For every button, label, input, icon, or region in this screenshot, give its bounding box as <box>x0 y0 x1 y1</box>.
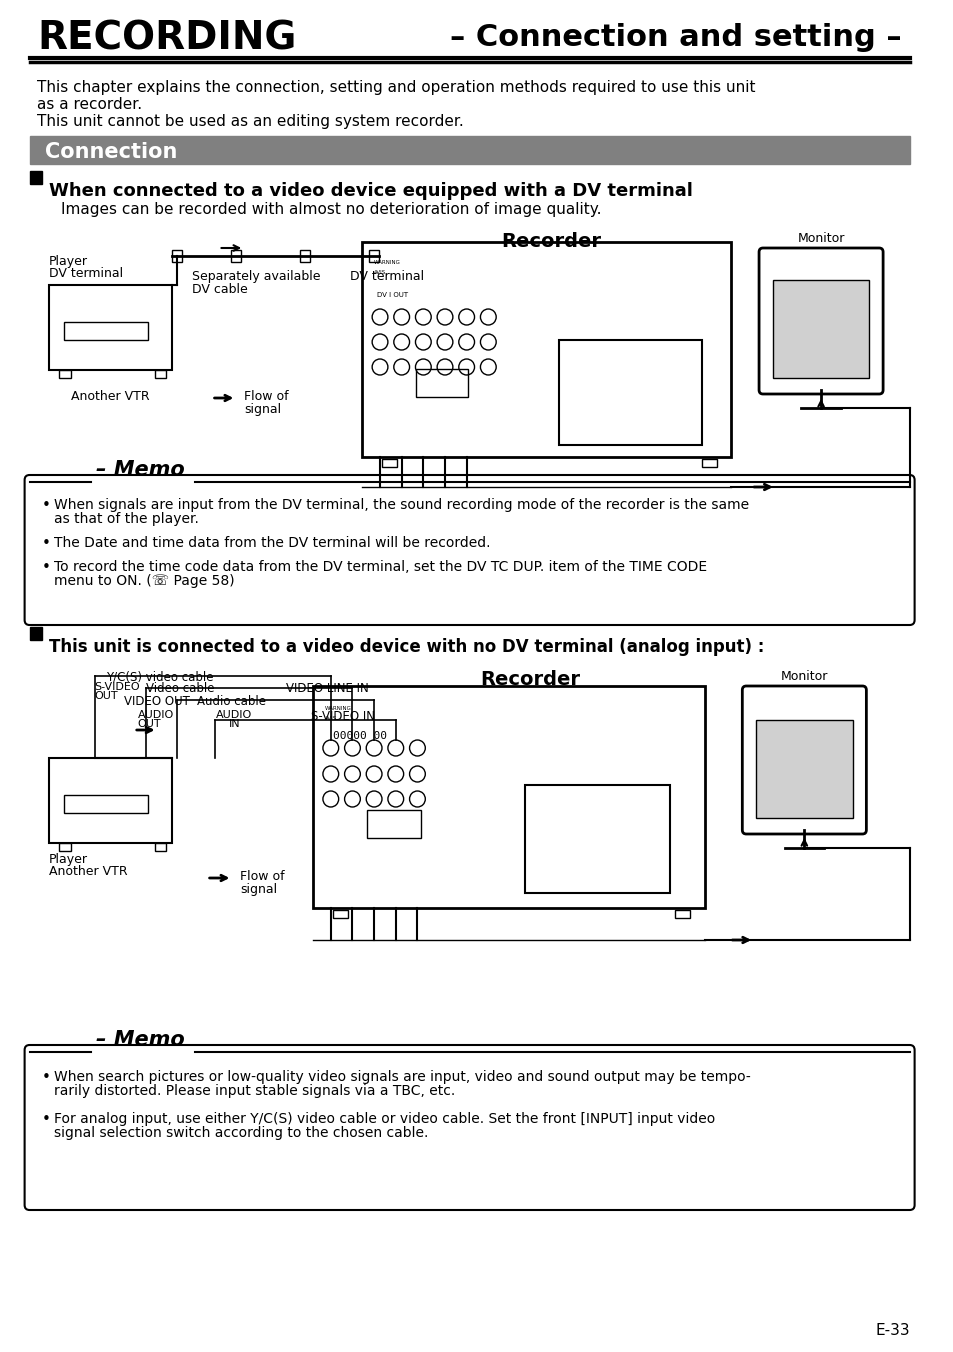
Text: DV I OUT: DV I OUT <box>376 292 408 297</box>
Bar <box>558 339 701 445</box>
Text: To record the time code data from the DV terminal, set the DV TC DUP. item of th: To record the time code data from the DV… <box>54 560 706 575</box>
Bar <box>416 369 467 397</box>
Text: Connection: Connection <box>45 142 177 162</box>
Text: This unit cannot be used as an editing system recorder.: This unit cannot be used as an editing s… <box>37 114 464 128</box>
Text: •: • <box>41 560 51 575</box>
Text: •: • <box>41 1069 51 1086</box>
Bar <box>675 910 689 918</box>
Text: When search pictures or low-quality video signals are input, video and sound out: When search pictures or low-quality vide… <box>54 1069 750 1084</box>
Text: Y/C(S) video cable: Y/C(S) video cable <box>106 671 213 683</box>
Text: Recorder: Recorder <box>501 233 600 251</box>
Text: Player: Player <box>50 256 88 268</box>
Text: signal: signal <box>244 403 281 416</box>
Text: Monitor: Monitor <box>797 233 844 245</box>
Text: Flow of: Flow of <box>240 869 285 883</box>
Text: When connected to a video device equipped with a DV terminal: When connected to a video device equippe… <box>50 183 693 200</box>
Text: Audio cable: Audio cable <box>196 695 266 708</box>
Bar <box>300 250 310 262</box>
Text: •: • <box>41 498 51 512</box>
Bar <box>701 458 716 466</box>
Text: Another VTR: Another VTR <box>50 865 128 877</box>
Text: DV terminal: DV terminal <box>50 266 123 280</box>
Bar <box>367 810 421 838</box>
Text: E-33: E-33 <box>874 1324 909 1338</box>
Text: AVIS: AVIS <box>374 270 386 274</box>
Text: AVIS: AVIS <box>325 717 336 721</box>
Bar <box>154 844 166 850</box>
Text: DV terminal: DV terminal <box>349 270 423 283</box>
Text: Monitor: Monitor <box>780 671 827 683</box>
Bar <box>772 280 868 379</box>
Bar <box>369 250 378 262</box>
Text: The Date and time data from the DV terminal will be recorded.: The Date and time data from the DV termi… <box>54 535 490 550</box>
Text: WARNING: WARNING <box>325 706 352 711</box>
Bar <box>333 910 347 918</box>
Text: AUDIO: AUDIO <box>137 710 173 721</box>
Bar <box>381 458 396 466</box>
Text: VIDEO OUT: VIDEO OUT <box>124 695 190 708</box>
Text: Recorder: Recorder <box>480 671 579 690</box>
Text: menu to ON. (☏ Page 58): menu to ON. (☏ Page 58) <box>54 575 234 588</box>
Bar <box>524 786 670 894</box>
Bar <box>30 137 909 164</box>
Text: OUT: OUT <box>94 691 118 700</box>
Text: VIDEO LINE IN: VIDEO LINE IN <box>285 681 368 695</box>
Text: as that of the player.: as that of the player. <box>54 512 199 526</box>
Text: Separately available: Separately available <box>192 270 320 283</box>
Text: When signals are input from the DV terminal, the sound recording mode of the rec: When signals are input from the DV termi… <box>54 498 748 512</box>
Text: as a recorder.: as a recorder. <box>37 97 142 112</box>
Bar <box>362 242 731 457</box>
Bar <box>172 250 182 262</box>
Text: – Connection and setting –: – Connection and setting – <box>450 23 901 53</box>
Bar <box>64 795 148 813</box>
Bar <box>30 170 42 184</box>
Bar <box>232 250 241 262</box>
Text: RECORDING: RECORDING <box>37 19 296 57</box>
Bar <box>756 721 852 818</box>
Text: 00000 00: 00000 00 <box>333 731 386 741</box>
Bar <box>50 758 172 844</box>
Text: •: • <box>41 1111 51 1128</box>
Text: rarily distorted. Please input stable signals via a TBC, etc.: rarily distorted. Please input stable si… <box>54 1084 455 1098</box>
Bar <box>59 370 71 379</box>
Text: IN: IN <box>229 719 240 729</box>
Text: AUDIO: AUDIO <box>216 710 253 721</box>
Text: Player: Player <box>50 853 88 867</box>
Text: signal selection switch according to the chosen cable.: signal selection switch according to the… <box>54 1126 428 1140</box>
Text: signal: signal <box>240 883 277 896</box>
Text: S-VIDEO IN: S-VIDEO IN <box>311 710 375 723</box>
Text: OUT: OUT <box>137 719 161 729</box>
Text: S-VIDEO: S-VIDEO <box>94 681 140 692</box>
Text: DV cable: DV cable <box>192 283 248 296</box>
Text: Images can be recorded with almost no deterioration of image quality.: Images can be recorded with almost no de… <box>61 201 601 218</box>
Text: This chapter explains the connection, setting and operation methods required to : This chapter explains the connection, se… <box>37 80 755 95</box>
Text: Video cable: Video cable <box>146 681 214 695</box>
Text: WARNING: WARNING <box>374 260 400 265</box>
Bar <box>154 370 166 379</box>
Bar <box>64 322 148 339</box>
Text: – Memo: – Memo <box>96 460 185 480</box>
Text: This unit is connected to a video device with no DV terminal (analog input) :: This unit is connected to a video device… <box>50 638 763 656</box>
Bar <box>59 844 71 850</box>
Bar <box>30 627 42 639</box>
Text: For analog input, use either Y/C(S) video cable or video cable. Set the front [I: For analog input, use either Y/C(S) vide… <box>54 1111 715 1126</box>
Bar <box>50 285 172 370</box>
Text: Flow of: Flow of <box>244 389 289 403</box>
Text: •: • <box>41 535 51 552</box>
Text: Another VTR: Another VTR <box>71 389 150 403</box>
Bar <box>313 685 704 909</box>
Text: – Memo: – Memo <box>96 1030 185 1051</box>
